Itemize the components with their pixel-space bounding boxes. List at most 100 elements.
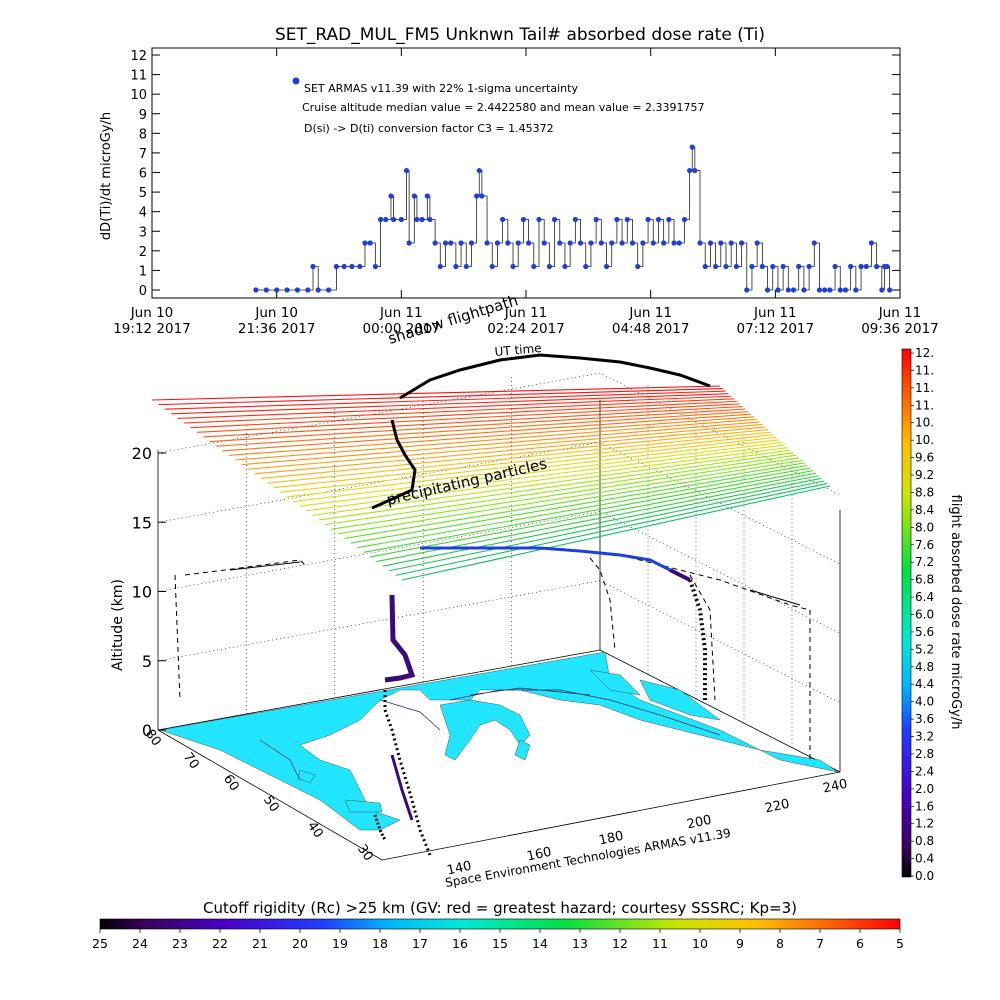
rigidity-tick-label: 7 bbox=[816, 936, 824, 951]
data-point bbox=[661, 240, 667, 246]
data-point bbox=[785, 287, 791, 293]
x-tick-label-time: 19:12 2017 bbox=[113, 321, 191, 337]
data-point bbox=[624, 216, 630, 223]
data-point bbox=[274, 287, 280, 293]
dose-tick-label: 6.8 bbox=[915, 573, 934, 587]
data-point bbox=[733, 263, 739, 270]
data-point bbox=[884, 263, 890, 270]
plane-stripe bbox=[350, 464, 808, 544]
dose-tick-label: 3.2 bbox=[915, 730, 934, 744]
plane-stripe bbox=[190, 400, 737, 429]
z-tick-label: 0 bbox=[142, 721, 152, 740]
x-axis-label: Space Environment Technologies ARMAS v11… bbox=[444, 826, 732, 890]
data-point bbox=[603, 263, 610, 270]
y-tick-label: 0 bbox=[139, 284, 147, 299]
rigidity-colorbar-label: Cutoff rigidity (Rc) >25 km (GV: red = g… bbox=[203, 899, 797, 917]
data-point bbox=[775, 287, 781, 293]
legend-marker bbox=[292, 77, 300, 85]
data-point bbox=[326, 287, 332, 293]
data-point bbox=[723, 263, 729, 270]
plane-stripe bbox=[209, 408, 746, 443]
data-point bbox=[827, 287, 833, 293]
data-point bbox=[284, 287, 290, 293]
data-point bbox=[811, 240, 817, 246]
data-point bbox=[372, 263, 378, 270]
legend-series-name: SET ARMAS v11.39 with 22% 1-sigma uncert… bbox=[304, 82, 578, 95]
data-point bbox=[744, 287, 750, 293]
data-point bbox=[520, 216, 527, 223]
plane-stripe bbox=[389, 480, 825, 572]
dose-tick-label: 11. bbox=[915, 363, 934, 377]
data-point bbox=[476, 167, 482, 174]
dose-tick-label: 2.0 bbox=[915, 782, 934, 796]
ut-time-label: UT time bbox=[494, 341, 542, 359]
data-point bbox=[738, 240, 745, 246]
y-tick-label: 8 bbox=[139, 127, 147, 142]
data-point bbox=[515, 240, 521, 246]
data-point bbox=[489, 263, 495, 270]
dose-tick-label: 11. bbox=[915, 398, 934, 412]
dose-tick-label: 10. bbox=[915, 433, 934, 447]
data-point bbox=[681, 216, 688, 223]
rigidity-tick-label: 22 bbox=[212, 936, 228, 951]
dose-tick-label: 4.0 bbox=[915, 695, 934, 709]
plane-stripe bbox=[286, 439, 780, 498]
data-point bbox=[510, 263, 516, 270]
plane-stripe bbox=[369, 472, 816, 558]
grid-line bbox=[157, 580, 841, 704]
plane-stripe bbox=[318, 452, 794, 521]
data-point bbox=[341, 263, 347, 270]
rigidity-tick-label: 13 bbox=[572, 936, 588, 951]
data-point bbox=[666, 216, 672, 223]
plane-stripe bbox=[222, 413, 752, 452]
plane-stripe bbox=[228, 416, 754, 456]
dose-tick-label: 4.4 bbox=[915, 677, 934, 691]
data-point bbox=[406, 240, 412, 246]
data-point bbox=[588, 240, 594, 246]
legend-line-2: Cruise altitude median value = 2.4422580… bbox=[302, 101, 705, 114]
data-point bbox=[305, 287, 311, 293]
data-point bbox=[424, 193, 430, 199]
data-point bbox=[853, 287, 859, 293]
rigidity-colorbar-ticks: 25 24 23 22 21 20 19 18 17 16 15 14 13 12 11 10 9 8 7 6 5 bbox=[92, 929, 904, 951]
y-axis-label: dD(Ti)/dt microGy/h bbox=[99, 112, 114, 240]
data-point bbox=[583, 263, 589, 270]
data-point bbox=[562, 263, 568, 270]
plane-stripe bbox=[331, 457, 800, 530]
dose-tick-label: 5.6 bbox=[915, 625, 934, 639]
rigidity-tick-label: 5 bbox=[896, 936, 904, 951]
plane-stripe bbox=[292, 441, 783, 503]
dose-tick-label: 7.6 bbox=[915, 538, 934, 552]
data-point bbox=[479, 193, 485, 199]
data-point bbox=[536, 216, 542, 223]
data-point bbox=[822, 287, 828, 293]
plane-stripe bbox=[216, 411, 749, 447]
longitude-tick-label: 160 bbox=[526, 845, 553, 865]
rigidity-tick-label: 21 bbox=[252, 936, 268, 951]
grid-line bbox=[157, 441, 841, 565]
data-point bbox=[427, 216, 433, 223]
z-tick-label: 5 bbox=[142, 652, 152, 671]
data-point bbox=[645, 216, 651, 223]
data-point bbox=[500, 216, 506, 223]
plane-stripe bbox=[260, 429, 769, 480]
data-point bbox=[531, 263, 537, 270]
plane-stripe bbox=[395, 482, 828, 576]
data-point bbox=[728, 240, 734, 246]
data-point bbox=[263, 287, 269, 293]
data-point bbox=[689, 144, 695, 150]
dose-tick-label: 1.2 bbox=[915, 817, 934, 831]
rigidity-tick-label: 18 bbox=[372, 936, 388, 951]
plane-stripe bbox=[241, 421, 760, 466]
data-point bbox=[310, 263, 316, 270]
rigidity-tick-label: 12 bbox=[612, 936, 628, 951]
data-point bbox=[676, 240, 682, 246]
plane-stripe bbox=[363, 470, 814, 553]
plane-stripe bbox=[235, 418, 757, 461]
plane-stripe bbox=[337, 459, 802, 535]
dose-colorbar-label: flight absorbed dose rate microGy/h bbox=[948, 495, 963, 730]
data-point bbox=[577, 240, 584, 246]
data-point bbox=[593, 216, 599, 223]
data-point bbox=[505, 240, 511, 246]
data-point bbox=[718, 240, 724, 246]
